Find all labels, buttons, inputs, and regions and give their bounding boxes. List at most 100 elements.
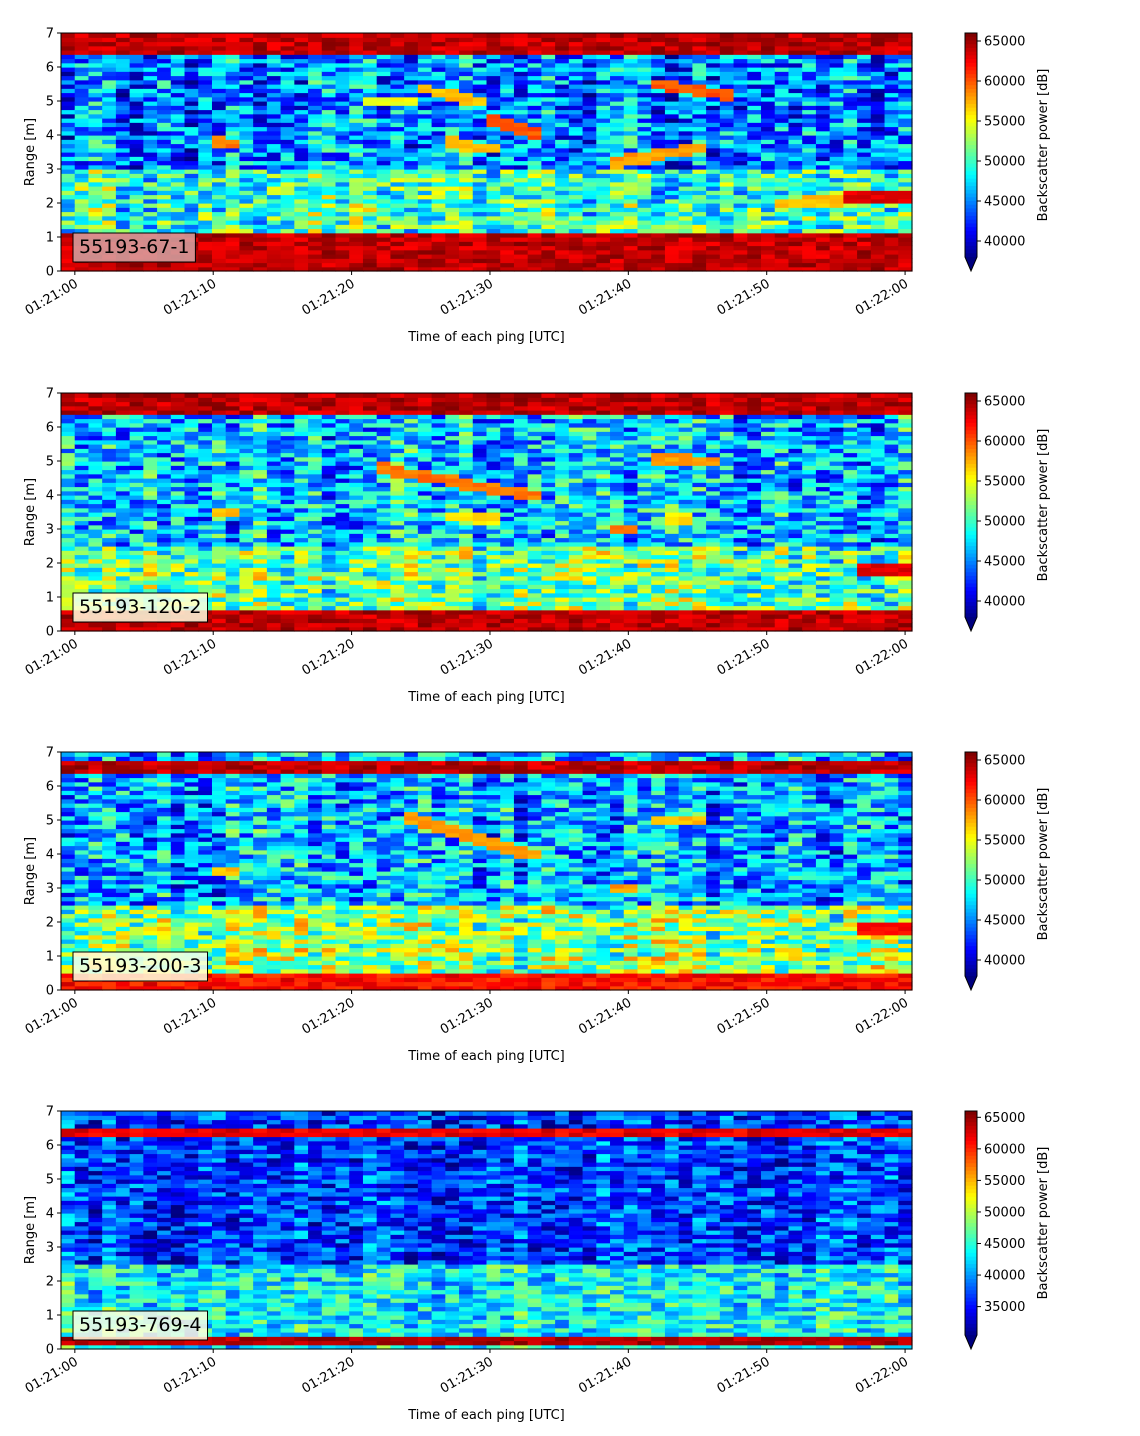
heatmap-cell [225,584,241,590]
colorbar-segment [965,245,977,251]
heatmap-cell [115,88,131,94]
heatmap-cell [774,50,790,55]
heatmap-cell [527,122,543,128]
heatmap-cell [898,198,913,204]
heatmap-cell [692,232,707,238]
heatmap-cell [294,181,309,187]
heatmap-cell [500,224,515,230]
heatmap-cell [198,533,213,539]
heatmap-cell [596,126,611,132]
heatmap-cell [74,507,90,513]
heatmap-cell [555,156,570,162]
heatmap-cell [610,207,625,213]
heatmap-cell [747,62,762,68]
heatmap-cell [239,186,254,191]
heatmap-cell [321,58,337,64]
heatmap-cell [211,41,227,47]
heatmap-cell [349,33,364,38]
heatmap-cell [157,228,172,234]
heatmap-cell [129,92,144,98]
heatmap-cell [774,207,790,213]
heatmap-cell [623,126,639,132]
heatmap-cell [211,597,227,602]
heatmap-cell [74,118,90,123]
heatmap-cell [253,228,268,234]
heatmap-cell [500,164,515,170]
heatmap-cell [829,122,844,128]
heatmap-cell [486,156,501,162]
heatmap-cell [88,533,103,539]
heatmap-cell [637,45,652,51]
heatmap-cell [637,143,652,149]
heatmap-cell [157,516,172,522]
heatmap-cell [143,478,158,483]
heatmap-cell [143,418,158,424]
heatmap-cell [678,190,693,196]
heatmap-cell [390,499,405,505]
heatmap-cell [664,211,680,217]
heatmap-cell [253,96,268,102]
heatmap-cell [349,563,364,568]
heatmap-cell [623,266,639,272]
heatmap-cell [610,92,625,98]
heatmap-cell [596,88,611,94]
heatmap-cell [788,79,803,85]
heatmap-cell [898,266,913,272]
heatmap-cell [61,512,76,517]
heatmap-cell [870,173,886,179]
heatmap-cell [157,563,172,568]
heatmap-cell [211,169,227,174]
heatmap-cell [623,228,639,234]
heatmap-cell [719,262,735,268]
heatmap-cell [102,469,117,475]
heatmap-cell [568,177,584,183]
heatmap-cell [829,198,844,204]
heatmap-cell [349,435,364,441]
heatmap-cell [211,584,227,590]
heatmap-cell [664,215,680,221]
heatmap-cell [582,262,597,268]
heatmap-cell [761,186,776,191]
heatmap-cell [431,92,446,98]
heatmap-cell [376,232,392,238]
heatmap-cell [664,228,680,234]
heatmap-cell [129,448,144,454]
heatmap-cell [376,122,392,128]
heatmap-cell [898,71,913,77]
heatmap-cell [143,190,158,196]
heatmap-cell [362,448,378,454]
heatmap-cell [294,550,309,556]
heatmap-cell [170,465,186,471]
heatmap-cell [335,164,350,170]
heatmap-cell [513,220,529,225]
heatmap-cell [802,33,817,38]
heatmap-cell [308,156,323,162]
heatmap-cell [308,444,323,449]
heatmap-cell [788,118,803,123]
colorbar-segment [965,178,977,183]
heatmap-cell [321,79,337,85]
heatmap-cell [280,156,295,162]
heatmap-cell [143,554,158,560]
heatmap-cell [582,84,597,89]
heatmap-cell [225,486,241,492]
heatmap-cell [143,173,158,179]
heatmap-cell [129,427,144,432]
heatmap-cell [266,507,282,513]
heatmap-cell [157,401,172,407]
heatmap-cell [102,54,117,60]
heatmap-cell [898,203,913,208]
heatmap-cell [404,169,419,174]
heatmap-cell [843,254,858,259]
heatmap-cell [664,88,680,94]
heatmap-cell [706,254,721,259]
heatmap-cell [719,215,735,221]
heatmap-cell [500,75,515,81]
heatmap-cell [568,113,584,119]
heatmap-cell [870,37,886,43]
heatmap-cell [678,33,693,38]
heatmap-cell [431,203,446,208]
heatmap-cell [692,152,707,157]
heatmap-cell [870,152,886,157]
heatmap-cell [829,266,844,272]
